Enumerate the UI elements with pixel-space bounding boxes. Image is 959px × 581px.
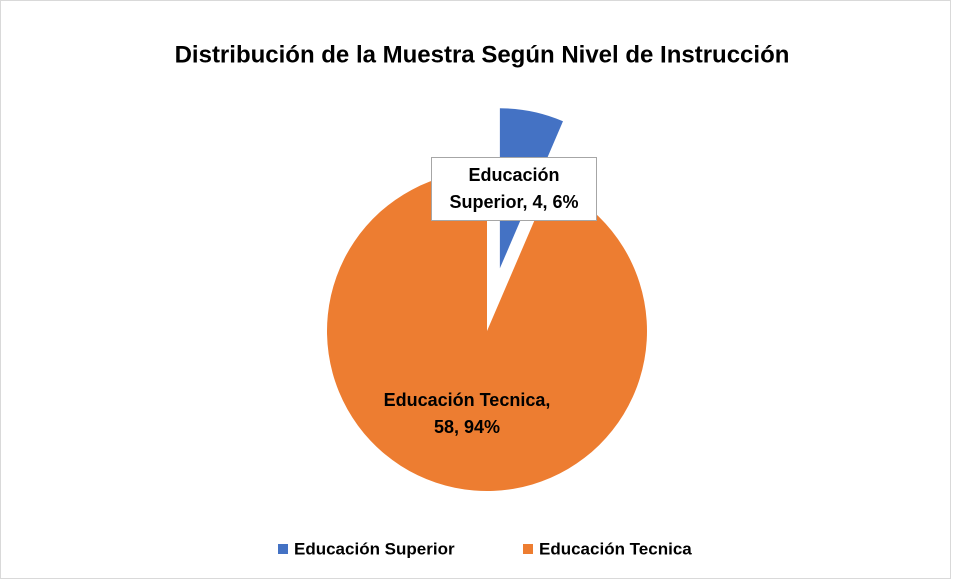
legend-label: Educación Superior bbox=[294, 539, 455, 558]
chart-title: Distribución de la Muestra Según Nivel d… bbox=[175, 41, 790, 68]
pie-slice bbox=[327, 171, 647, 491]
legend-swatch bbox=[278, 544, 288, 554]
data-label: Educación Superior, 4, 6% bbox=[431, 157, 597, 221]
data-label: Educación Tecnica, 58, 94% bbox=[383, 390, 551, 437]
legend-swatch bbox=[523, 544, 533, 554]
legend-label: Educación Tecnica bbox=[539, 539, 692, 558]
